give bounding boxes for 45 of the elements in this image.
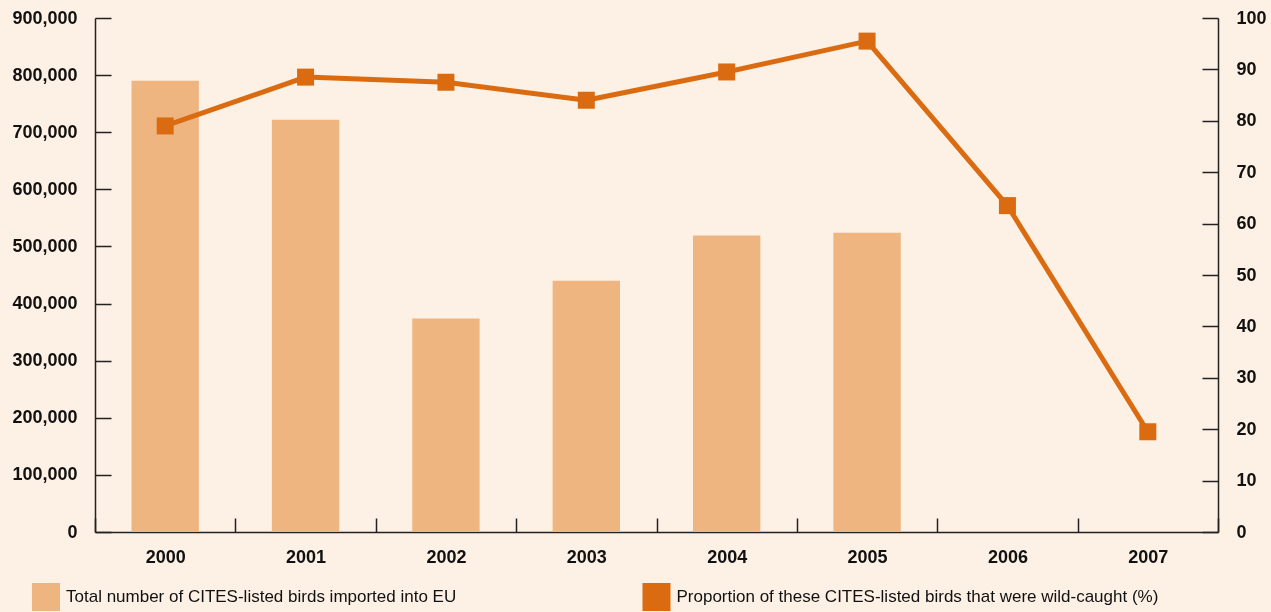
bar [693, 235, 761, 532]
x-tick-label: 2000 [145, 546, 186, 567]
point [156, 117, 174, 135]
bar [131, 80, 199, 532]
y-tick-label: 300,000 [12, 350, 78, 371]
y-tick-label: 700,000 [12, 121, 78, 142]
y-tick-label: 900,000 [12, 7, 78, 28]
y2-tick-label: 60 [1236, 213, 1257, 234]
y2-tick-label: 20 [1236, 418, 1257, 439]
y-tick-label: 600,000 [12, 178, 78, 199]
y2-tick-label: 100 [1236, 7, 1267, 28]
point [718, 63, 736, 81]
bar [412, 318, 480, 532]
y2-tick-label: 10 [1236, 470, 1257, 491]
point [998, 197, 1016, 215]
x-tick-label: 2003 [566, 546, 607, 567]
y-tick-label: 500,000 [12, 235, 78, 256]
point [577, 91, 595, 109]
bar [271, 119, 340, 532]
y-tick-label: 100,000 [12, 464, 78, 485]
x-tick-label: 2007 [1128, 546, 1169, 567]
point [297, 68, 315, 86]
legend-label: Proportion of these CITES-listed birds that were wild-caught (%) [676, 587, 1159, 606]
y2-tick-label: 90 [1236, 58, 1257, 79]
y2-tick-label: 30 [1236, 367, 1257, 388]
x-tick-label: 2005 [847, 546, 888, 567]
bar [833, 232, 901, 532]
y-tick-label: 200,000 [12, 407, 78, 428]
x-tick-label: 2004 [707, 546, 748, 567]
y-tick-label: 400,000 [12, 293, 78, 314]
legend-label: Total number of CITES-listed birds imported into EU [66, 587, 457, 606]
x-tick-label: 2006 [987, 546, 1028, 567]
y2-tick-label: 80 [1236, 110, 1257, 131]
point [858, 32, 876, 50]
y2-tick-label: 40 [1236, 315, 1257, 336]
point [437, 73, 455, 91]
y2-tick-label: 70 [1236, 161, 1257, 182]
y-tick-label: 0 [67, 521, 78, 542]
bar [552, 280, 620, 532]
y2-tick-label: 0 [1236, 521, 1247, 542]
y-tick-label: 800,000 [12, 64, 78, 85]
x-tick-label: 2002 [426, 546, 467, 567]
point [1139, 423, 1157, 441]
y2-tick-label: 50 [1236, 264, 1257, 285]
x-tick-label: 2001 [286, 546, 327, 567]
